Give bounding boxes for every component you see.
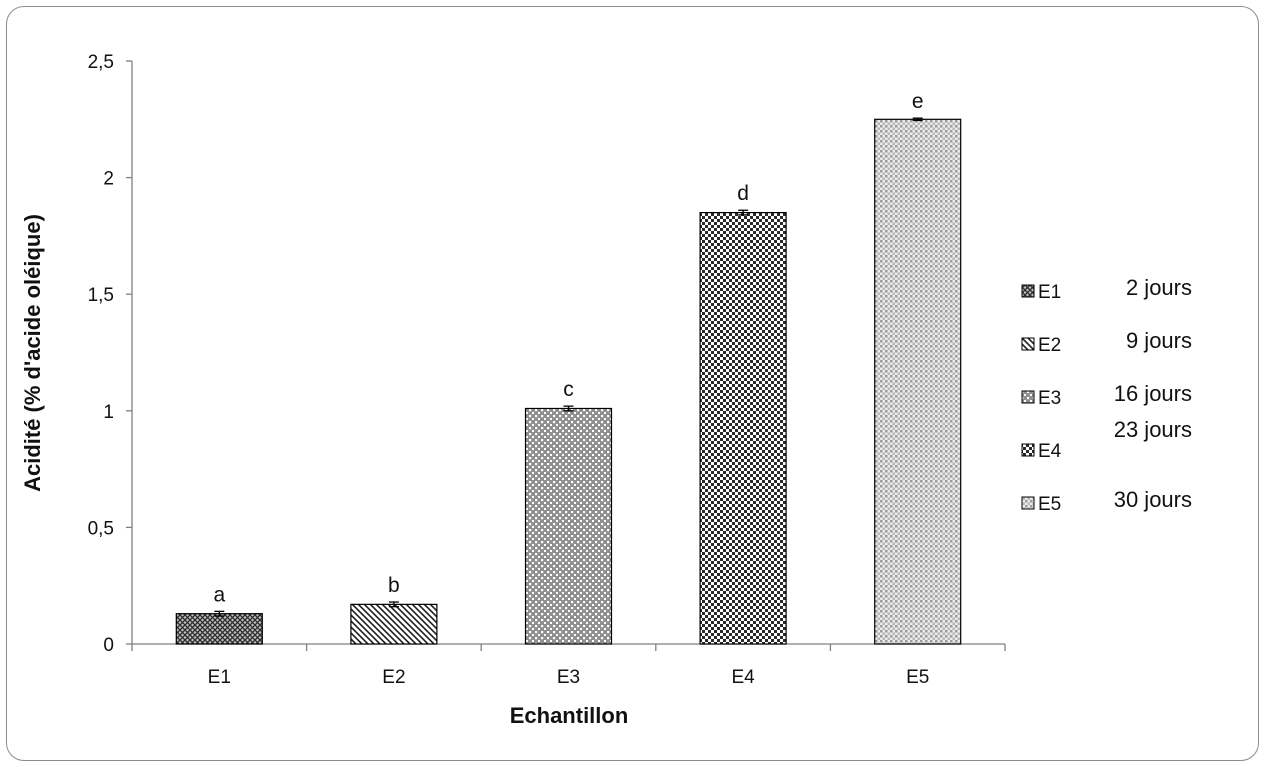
significance-label: d [737,182,749,205]
legend-duration: 9 jours [1126,328,1192,353]
legend-label: E1 [1038,282,1061,303]
y-axis: 0 0,5 1 1,5 2 2,5 [88,52,133,656]
x-tick-label: E2 [382,667,405,688]
x-tick-label: E3 [557,667,580,688]
legend-duration: 2 jours [1126,275,1192,300]
legend-duration: 23 jours [1114,417,1192,442]
x-tick-label: E1 [208,667,231,688]
legend-duration: 30 jours [1114,487,1192,512]
x-tick-label: E4 [731,667,755,688]
bar-E2 [350,603,438,645]
legend-swatch-E1 [1021,284,1035,298]
bar-E3 [524,407,613,645]
legend: E1 2 jours E2 9 jours E3 16 jours E4 23 jours E5… [1021,275,1192,515]
legend-swatch-E3 [1021,390,1035,404]
y-tick-label: 0,5 [88,518,114,539]
y-tick-label: 1 [103,402,114,423]
legend-label: E2 [1038,335,1061,356]
legend-swatch-E5 [1021,496,1035,510]
legend-swatch-E2 [1021,337,1035,351]
bars: a b c d e [175,90,962,645]
significance-label: e [912,90,924,113]
legend-swatch-E4 [1021,443,1035,457]
y-tick-label: 1,5 [88,285,114,306]
y-tick-label: 2,5 [88,52,114,73]
y-tick-label: 2 [103,169,114,190]
y-tick-label: 0 [103,635,114,656]
x-axis: E1 E2 E3 E4 E5 [131,643,1006,688]
legend-label: E4 [1038,441,1062,462]
x-axis-title: Echantillon [510,703,629,728]
legend-label: E5 [1038,494,1061,515]
bar-E1 [175,613,263,645]
bar-E5 [874,118,962,645]
bar-E4 [699,211,787,645]
legend-label: E3 [1038,388,1061,409]
legend-duration: 16 jours [1114,381,1192,406]
y-axis-title: Acidité (% d'acide oléique) [20,214,45,492]
significance-label: c [563,378,574,401]
x-tick-label: E5 [906,667,929,688]
significance-label: a [213,583,225,606]
significance-label: b [388,574,400,597]
